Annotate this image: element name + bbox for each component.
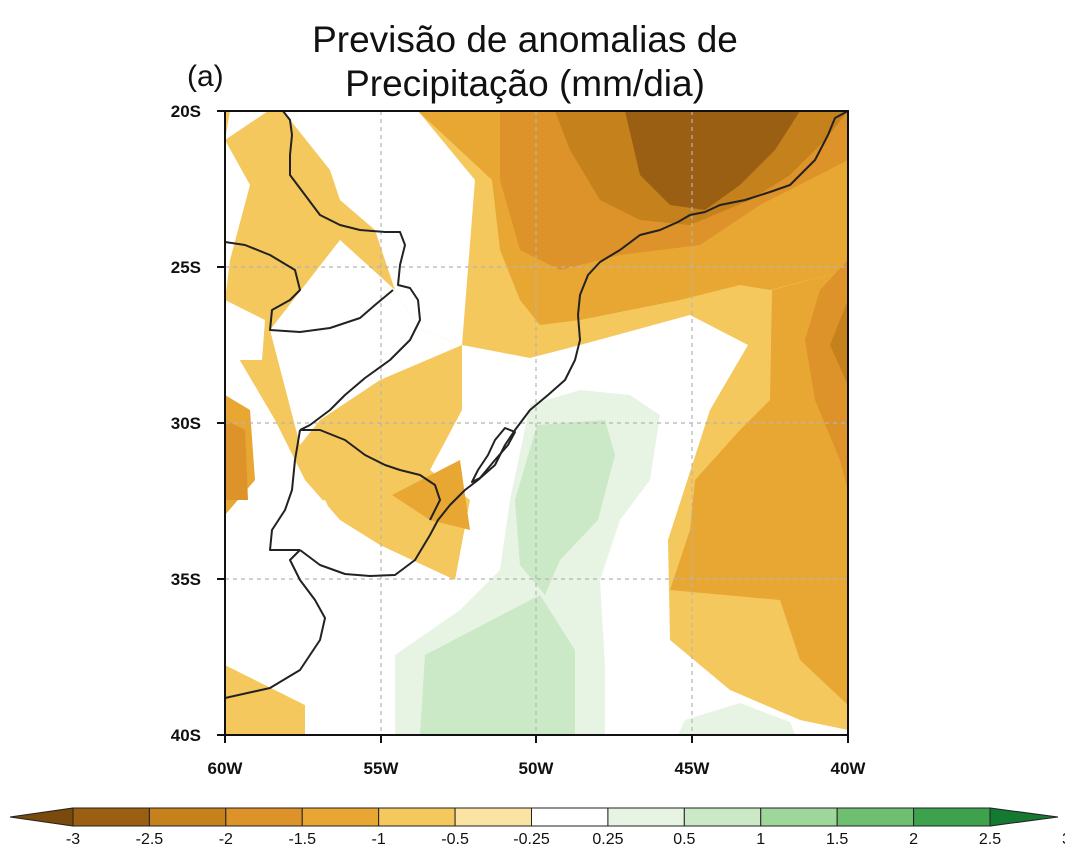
colorbar-box bbox=[607, 807, 685, 827]
colorbar-label: 0.25 bbox=[592, 831, 623, 847]
colorbar-arrow-left bbox=[9, 807, 74, 827]
coastlines-and-borders bbox=[225, 111, 848, 699]
contour-light-positive bbox=[515, 420, 615, 595]
contour-moderate-negative bbox=[805, 260, 848, 490]
colorbar-box bbox=[148, 807, 227, 827]
colorbar-box bbox=[913, 807, 991, 827]
colorbar-box bbox=[378, 807, 456, 827]
colorbar-label: -3 bbox=[66, 831, 80, 847]
contour-neutral bbox=[225, 111, 268, 140]
colorbar-label: 3 bbox=[1062, 831, 1065, 847]
colorbar-labels: -3 -2.5 -2 -1.5 -1 -0.5 -0.25 0.25 0.5 1 1.5 2 2.5 3 bbox=[66, 831, 1065, 847]
colorbar-boxes bbox=[9, 807, 1059, 827]
atlantic-coastline bbox=[299, 111, 848, 577]
contour-very-strong-negative bbox=[625, 111, 800, 210]
parana-border bbox=[225, 241, 394, 333]
x-axis: 60W 55W 50W 45W 40W bbox=[208, 735, 867, 778]
lagoa-dos-patos bbox=[471, 427, 516, 483]
colorbar-box bbox=[72, 807, 150, 827]
contour-neutral bbox=[225, 300, 265, 360]
y-tick-label: 30S bbox=[171, 414, 201, 433]
colorbar-label: 2.5 bbox=[979, 831, 1001, 847]
x-tick-label: 60W bbox=[208, 759, 244, 778]
colorbar-label: 2 bbox=[909, 831, 918, 847]
rio-de-la-plata-south-coast bbox=[225, 549, 326, 699]
argentina-border bbox=[269, 429, 301, 551]
colorbar-box bbox=[760, 807, 838, 827]
contour-neutral bbox=[283, 111, 475, 345]
contour-medium-negative bbox=[392, 460, 470, 530]
title-line-2: Precipitação (mm/dia) bbox=[345, 63, 705, 104]
y-tick-label: 35S bbox=[171, 570, 201, 589]
map-title: Previsão de anomalias de Precipitação (m… bbox=[225, 18, 825, 106]
x-tick-label: 55W bbox=[364, 759, 400, 778]
colorbar-label: -2 bbox=[219, 831, 233, 847]
colorbar-label: -0.5 bbox=[441, 831, 469, 847]
colorbar-label: 1.5 bbox=[826, 831, 848, 847]
contour-weak-positive bbox=[678, 703, 795, 735]
colorbar-box bbox=[836, 807, 915, 827]
y-tick-label: 20S bbox=[171, 102, 201, 121]
colorbar: -3 -2.5 -2 -1.5 -1 -0.5 -0.25 0.25 0.5 1 1.5 2 2.5 3 bbox=[9, 807, 1065, 847]
contour-strong-negative bbox=[830, 300, 848, 385]
contour-moderate-negative bbox=[225, 420, 248, 500]
panel-label: (a) bbox=[187, 60, 224, 93]
map-plot-area bbox=[224, 110, 849, 736]
y-tick-label: 40S bbox=[171, 726, 201, 745]
contour-weak-negative bbox=[225, 665, 310, 735]
x-tick-label: 50W bbox=[519, 759, 555, 778]
x-tick-label: 45W bbox=[675, 759, 711, 778]
contour-neutral bbox=[225, 500, 462, 735]
colorbar-box bbox=[531, 807, 609, 827]
colorbar-label: -2.5 bbox=[136, 831, 164, 847]
colorbar-label: 0.5 bbox=[673, 831, 695, 847]
paraguay-border bbox=[282, 111, 421, 431]
colorbar-label: 1 bbox=[756, 831, 765, 847]
colorbar-box bbox=[225, 807, 303, 827]
colorbar-box bbox=[301, 807, 380, 827]
x-tick-label: 40W bbox=[831, 759, 867, 778]
contour-neutral bbox=[225, 140, 250, 300]
colorbar-box bbox=[454, 807, 533, 827]
colorbar-box bbox=[683, 807, 762, 827]
contour-neutral bbox=[270, 240, 462, 445]
y-tick-label: 25S bbox=[171, 258, 201, 277]
contour-medium-negative bbox=[670, 270, 848, 705]
colorbar-arrow-right bbox=[989, 807, 1059, 827]
uruguay-border bbox=[300, 429, 441, 521]
y-axis: 20S 25S 30S 35S 40S bbox=[171, 102, 225, 745]
colorbar-label: -1 bbox=[372, 831, 386, 847]
colorbar-label: -0.25 bbox=[513, 831, 550, 847]
title-line-1: Previsão de anomalias de bbox=[312, 19, 738, 60]
colorbar-label: -1.5 bbox=[288, 831, 316, 847]
contour-light-positive bbox=[420, 595, 575, 735]
